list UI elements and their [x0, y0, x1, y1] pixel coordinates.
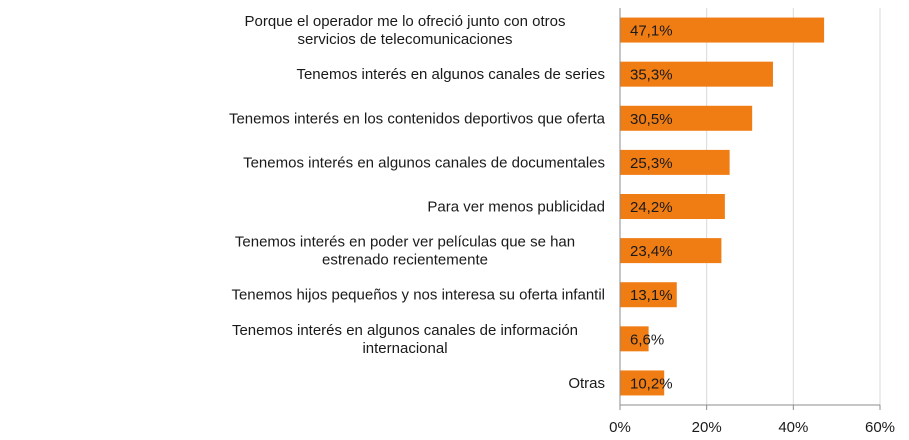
category-label: Tenemos interés en algunos canales de do… [243, 154, 605, 171]
category-label-line: Otras [568, 375, 605, 392]
bar [620, 105, 753, 131]
bar [620, 149, 730, 175]
category-label-line: Porque el operador me lo ofreció junto c… [244, 13, 565, 30]
data-label: 13,1% [630, 287, 673, 304]
category-label-line: estrenado recientemente [322, 252, 488, 269]
bar [620, 238, 722, 264]
category-label-line: servicios de telecomunicaciones [297, 31, 512, 48]
data-label: 30,5% [630, 111, 673, 128]
data-label: 24,2% [630, 199, 673, 216]
category-label: Tenemos interés en poder ver películas q… [235, 234, 575, 269]
category-label-line: Tenemos interés en algunos canales de in… [232, 322, 578, 339]
category-label: Porque el operador me lo ofreció junto c… [244, 13, 565, 48]
category-label-line: Tenemos interés en los contenidos deport… [229, 110, 606, 127]
category-label: Tenemos hijos pequeños y nos interesa su… [231, 287, 605, 304]
data-label: 47,1% [630, 23, 673, 40]
data-label: 23,4% [630, 243, 673, 260]
category-label-line: internacional [362, 340, 447, 357]
bars [620, 17, 825, 396]
bar [620, 61, 773, 87]
x-tick-label: 0% [609, 419, 631, 436]
x-axis: 0% 20% 40% 60% [609, 8, 895, 436]
x-tick-label: 60% [865, 419, 895, 436]
category-label-line: Para ver menos publicidad [427, 199, 605, 216]
x-tick-label: 20% [692, 419, 722, 436]
data-label: 35,3% [630, 67, 673, 84]
x-tick-label: 40% [778, 419, 808, 436]
category-label: Otras [568, 375, 605, 392]
data-label: 10,2% [630, 375, 673, 392]
category-label: Tenemos interés en algunos canales de in… [232, 322, 578, 357]
bar [620, 370, 665, 396]
category-labels: 47,1% Porque el operador me lo ofreció ju… [229, 13, 673, 392]
category-label: Para ver menos publicidad [427, 199, 605, 216]
data-label: 6,6% [630, 331, 664, 348]
data-label: 25,3% [630, 155, 673, 172]
category-label-line: Tenemos interés en algunos canales de se… [296, 66, 605, 83]
category-label-line: Tenemos hijos pequeños y nos interesa su… [231, 287, 605, 304]
category-label-line: Tenemos interés en poder ver películas q… [235, 234, 575, 251]
bar [620, 326, 649, 352]
bar [620, 194, 725, 219]
bar [620, 282, 677, 308]
category-label: Tenemos interés en los contenidos deport… [229, 110, 606, 127]
bar [620, 17, 825, 43]
category-label: Tenemos interés en algunos canales de se… [296, 66, 605, 83]
category-label-line: Tenemos interés en algunos canales de do… [243, 154, 605, 171]
